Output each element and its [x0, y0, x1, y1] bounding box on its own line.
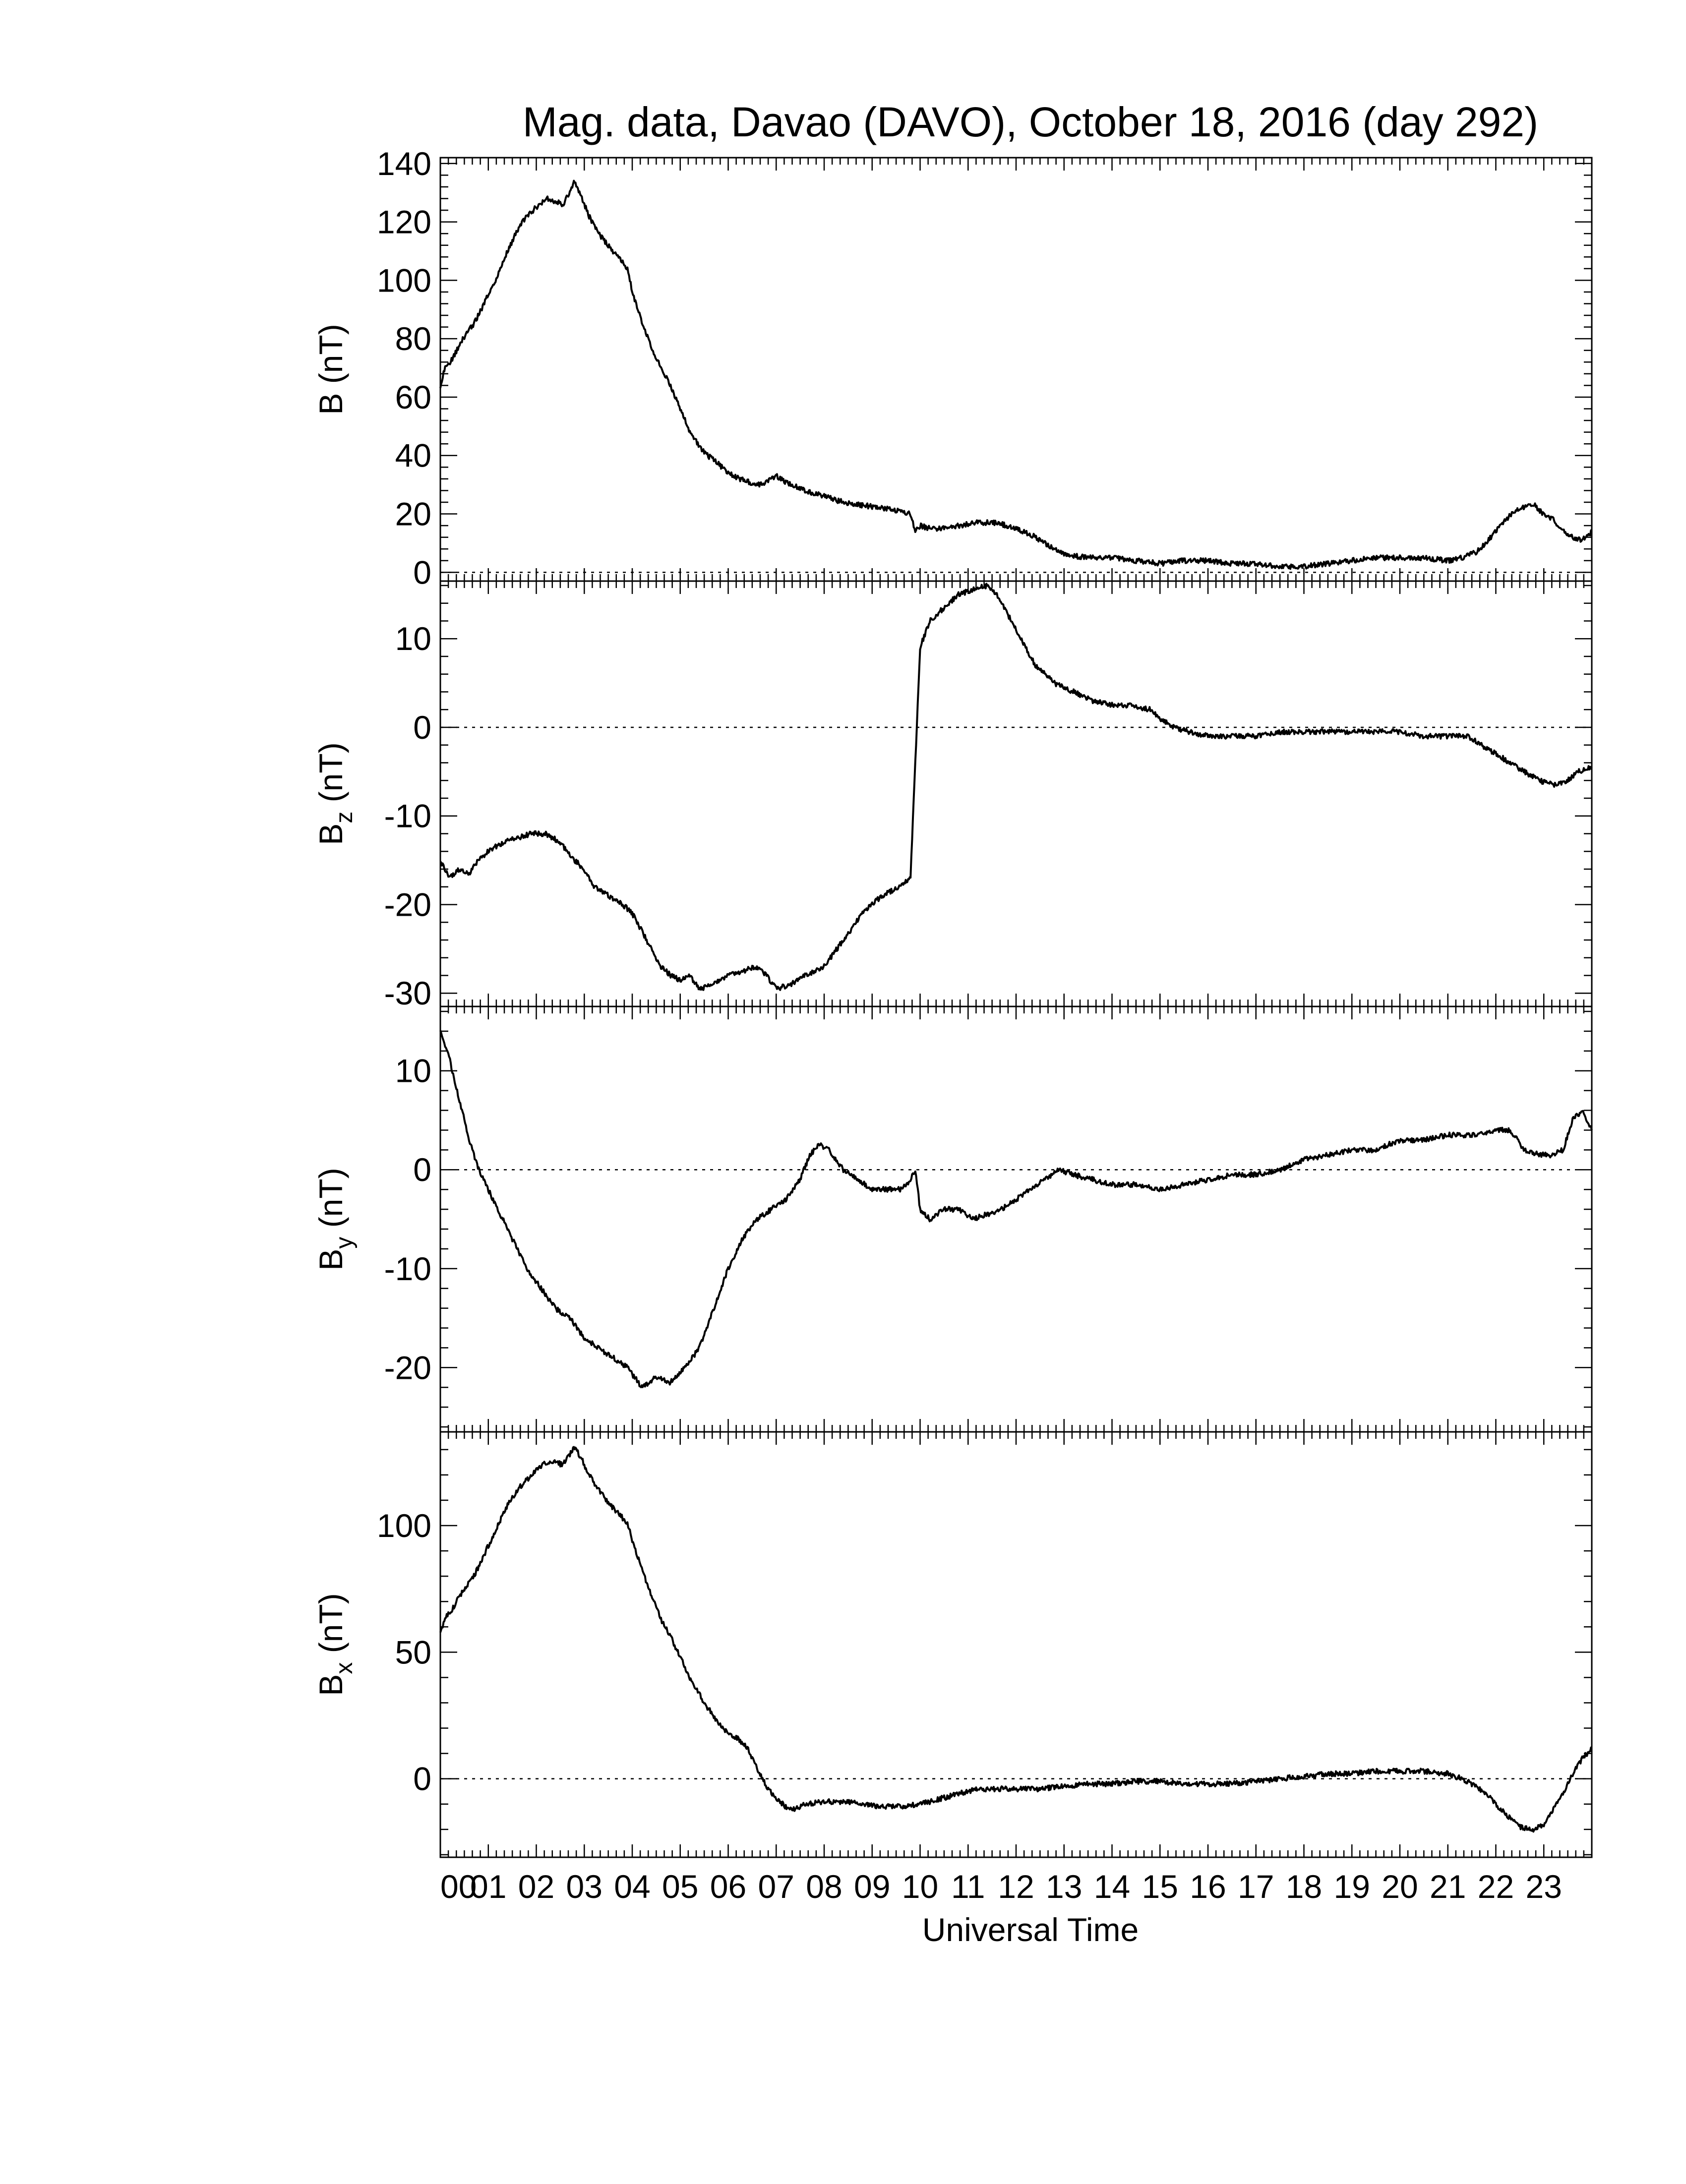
- y-tick-label: 80: [395, 320, 431, 357]
- y-axis-label-main: B: [312, 824, 349, 845]
- y-tick-label: 60: [395, 379, 431, 415]
- x-tick-label: 14: [1094, 1868, 1130, 1905]
- y-axis-label-units: (nT): [312, 1168, 349, 1237]
- x-tick-label: 05: [662, 1868, 698, 1905]
- panel-By: -20 -10 0 10 By (nT): [312, 1005, 1593, 1433]
- y-tick-label: 100: [377, 262, 431, 298]
- x-tick-label: 22: [1478, 1868, 1514, 1905]
- y-axis-label-units: (nT): [312, 1593, 349, 1662]
- y-axis-label-units: (nT): [312, 324, 349, 393]
- x-tick-label: 17: [1238, 1868, 1274, 1905]
- y-tick-label: -10: [384, 1250, 431, 1287]
- y-tick-label: 20: [395, 496, 431, 532]
- x-tick-label: 07: [758, 1868, 794, 1905]
- x-tick-label: 12: [998, 1868, 1034, 1905]
- y-tick-label: 0: [413, 1761, 431, 1797]
- y-tick-label: 0: [413, 1151, 431, 1188]
- series-line-By: [439, 1030, 1593, 1388]
- y-tick-label: 40: [395, 437, 431, 474]
- y-tick-label: 0: [413, 554, 431, 590]
- x-tick-label: 10: [902, 1868, 938, 1905]
- y-tick-label: 100: [377, 1507, 431, 1544]
- y-axis-label-subscript: y: [331, 1237, 358, 1249]
- x-tick-label: 21: [1430, 1868, 1466, 1905]
- x-tick-label: 15: [1142, 1868, 1178, 1905]
- x-tick-label: 02: [518, 1868, 554, 1905]
- y-axis-label-subscript: x: [331, 1662, 358, 1674]
- y-axis-label-main: B: [312, 1674, 349, 1696]
- panel-Bz: -30 -20 -10 0 10 Bz (nT): [312, 580, 1593, 1011]
- y-tick-label: -10: [384, 798, 431, 834]
- y-axis-label-Bx: Bx (nT): [312, 1593, 358, 1696]
- y-tick-label: 10: [395, 620, 431, 657]
- x-tick-label: 00: [440, 1868, 477, 1905]
- x-tick-label: 11: [951, 1868, 985, 1905]
- y-tick-label: -20: [384, 1349, 431, 1386]
- x-tick-label: 20: [1382, 1868, 1418, 1905]
- x-tick-label: 03: [566, 1868, 602, 1905]
- y-tick-label: 50: [395, 1634, 431, 1670]
- y-tick-label: 140: [377, 145, 431, 182]
- x-tick-label: 19: [1334, 1868, 1370, 1905]
- chart-title: Mag. data, Davao (DAVO), October 18, 201…: [523, 99, 1538, 145]
- y-axis-label-Bz: Bz (nT): [312, 742, 358, 845]
- x-tick-label: 13: [1046, 1868, 1082, 1905]
- series-line-B: [439, 179, 1593, 570]
- series-line-Bx: [439, 1446, 1593, 1833]
- x-tick-label: 06: [710, 1868, 746, 1905]
- x-tick-label: 04: [614, 1868, 650, 1905]
- y-tick-label: 10: [395, 1053, 431, 1089]
- x-tick-label: 08: [806, 1868, 842, 1905]
- series-line-Bz: [439, 583, 1593, 991]
- y-tick-label: 0: [413, 709, 431, 746]
- x-axis-label: Universal Time: [922, 1911, 1139, 1948]
- panel-Bx: 0 50 100 Bx (nT): [312, 1431, 1593, 1858]
- y-tick-label: -20: [384, 886, 431, 923]
- y-tick-label: -30: [384, 975, 431, 1011]
- y-axis-label-B: B (nT): [312, 324, 349, 414]
- x-tick-label: 18: [1286, 1868, 1322, 1905]
- x-tick-label: 01: [470, 1868, 506, 1905]
- x-tick-label: 09: [854, 1868, 890, 1905]
- x-tick-label: 23: [1526, 1868, 1562, 1905]
- y-axis-label-main: B: [312, 393, 349, 415]
- y-tick-label: 120: [377, 204, 431, 240]
- x-tick-label: 16: [1190, 1868, 1226, 1905]
- y-axis-label-By: By (nT): [312, 1168, 358, 1270]
- panel-B: 0 20 40 60 80 100 120 140 B (nT): [312, 145, 1593, 590]
- y-axis-label-main: B: [312, 1249, 349, 1271]
- y-axis-label-units: (nT): [312, 742, 349, 811]
- y-axis-label-subscript: z: [331, 812, 358, 824]
